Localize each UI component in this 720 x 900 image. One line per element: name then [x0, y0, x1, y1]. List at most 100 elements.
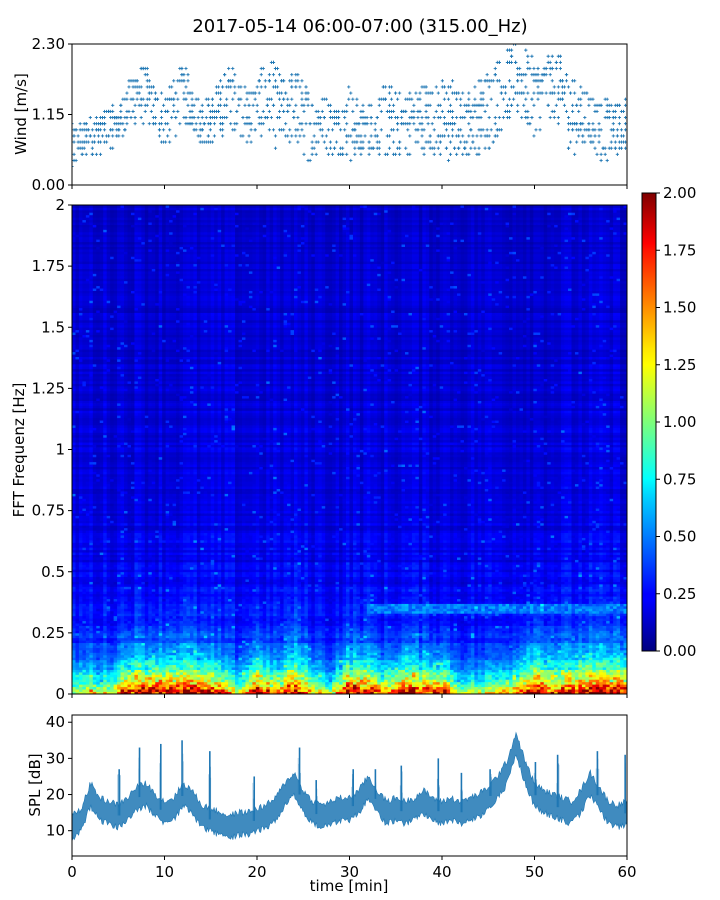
spectrogram-cell	[89, 364, 93, 367]
spectrogram-cell	[93, 464, 97, 467]
spectrogram-cell	[79, 486, 83, 489]
wind-point	[286, 134, 289, 137]
spectrogram-cell	[82, 665, 86, 668]
spectrogram-cell	[72, 342, 76, 345]
spectrogram-cell	[93, 244, 97, 247]
wind-point	[591, 122, 594, 125]
spectrogram-cell	[114, 670, 118, 673]
spectrogram-cell	[82, 459, 86, 462]
spectrogram-cell	[110, 283, 114, 286]
spectrogram-cell	[86, 638, 90, 641]
spectrogram-cell	[121, 303, 125, 306]
spectrogram-cell	[110, 354, 114, 357]
wind-point	[111, 134, 114, 137]
spectrogram-cell	[100, 494, 104, 497]
spectrogram-cell	[114, 315, 118, 318]
spectrogram-cell	[103, 310, 107, 313]
spectrogram-cell	[110, 320, 114, 323]
spectrogram-cell	[93, 577, 97, 580]
spectrogram-cell	[121, 408, 125, 411]
spectrogram-cell	[103, 308, 107, 311]
spectrogram-cell	[89, 489, 93, 492]
spectrogram-cell	[86, 577, 90, 580]
spectrogram-cell	[117, 467, 121, 470]
wind-point	[121, 122, 124, 125]
spectrogram-cell	[114, 660, 118, 663]
spectrogram-cell	[103, 452, 107, 455]
spectrogram-cell	[103, 538, 107, 541]
spectrogram-cell	[107, 689, 111, 692]
spectrogram-cell	[72, 540, 76, 543]
wind-point	[345, 140, 348, 143]
spectrogram-cell	[107, 523, 111, 526]
spectrogram-cell	[117, 396, 121, 399]
spectrogram-cell	[107, 516, 111, 519]
spectrogram-cell	[100, 423, 104, 426]
spectrogram-cell	[89, 545, 93, 548]
spectrogram-cell	[96, 391, 100, 394]
spectrogram-cell	[75, 428, 79, 431]
spectrogram-cell	[93, 684, 97, 687]
spectrogram-cell	[93, 611, 97, 614]
spectrogram-cell	[114, 550, 118, 553]
spectrogram-cell	[114, 440, 118, 443]
spectrogram-cell	[124, 320, 128, 323]
spectrogram-cell	[110, 232, 114, 235]
spectrogram-cell	[121, 391, 125, 394]
spectrogram-cell	[121, 645, 125, 648]
spectrogram-cell	[86, 484, 90, 487]
spectrogram-cell	[114, 648, 118, 651]
wind-y-ticks: 0.001.152.30	[32, 35, 72, 194]
spectrogram-cell	[103, 239, 107, 242]
spectrogram-cell	[103, 347, 107, 350]
spectrogram-cell	[100, 657, 104, 660]
spectrogram-cell	[75, 354, 79, 357]
spectrogram-cell	[117, 538, 121, 541]
spectrogram-cell	[103, 281, 107, 284]
wind-point	[524, 85, 527, 88]
spectrogram-cell	[103, 467, 107, 470]
spectrogram-cell	[75, 371, 79, 374]
spectrogram-cell	[124, 210, 128, 213]
spectrogram-cell	[121, 249, 125, 252]
wind-point	[280, 104, 283, 107]
spectrogram-cell	[114, 249, 118, 252]
spectrogram-cell	[72, 403, 76, 406]
spectrogram-cell	[103, 457, 107, 460]
spectrogram-cell	[117, 251, 121, 254]
spectrogram-cell	[79, 586, 83, 589]
spectrogram-cell	[82, 442, 86, 445]
spectrogram-cell	[114, 638, 118, 641]
spectrogram-cell	[93, 459, 97, 462]
spectrogram-cell	[124, 648, 128, 651]
wind-point	[331, 128, 334, 131]
spectrogram-cell	[86, 256, 90, 259]
spectrogram-cell	[121, 247, 125, 250]
wind-point	[463, 116, 466, 119]
wind-point	[536, 67, 539, 70]
spectrogram-cell	[100, 660, 104, 663]
spectrogram-cell	[110, 586, 114, 589]
spectrogram-cell	[82, 648, 86, 651]
wind-point	[227, 67, 230, 70]
spectrogram-cell	[72, 237, 76, 240]
wind-point	[445, 147, 448, 150]
spectrogram-cell	[110, 501, 114, 504]
wind-point	[353, 153, 356, 156]
spectrogram-cell	[121, 354, 125, 357]
spectrogram-cell	[89, 420, 93, 423]
spectrogram-cell	[93, 640, 97, 643]
spectrogram-cell	[93, 330, 97, 333]
spectrogram-cell	[117, 689, 121, 692]
spectrogram-cell	[72, 679, 76, 682]
wind-point	[479, 79, 482, 82]
spectrogram-cell	[82, 547, 86, 550]
spectrogram-cell	[75, 454, 79, 457]
spectrogram-cell	[96, 660, 100, 663]
spectrogram-cell	[107, 320, 111, 323]
wind-point	[420, 116, 423, 119]
spectrogram-cell	[117, 542, 121, 545]
spectrogram-cell	[128, 650, 132, 653]
spectrogram-cell	[96, 635, 100, 638]
wind-point	[418, 110, 421, 113]
